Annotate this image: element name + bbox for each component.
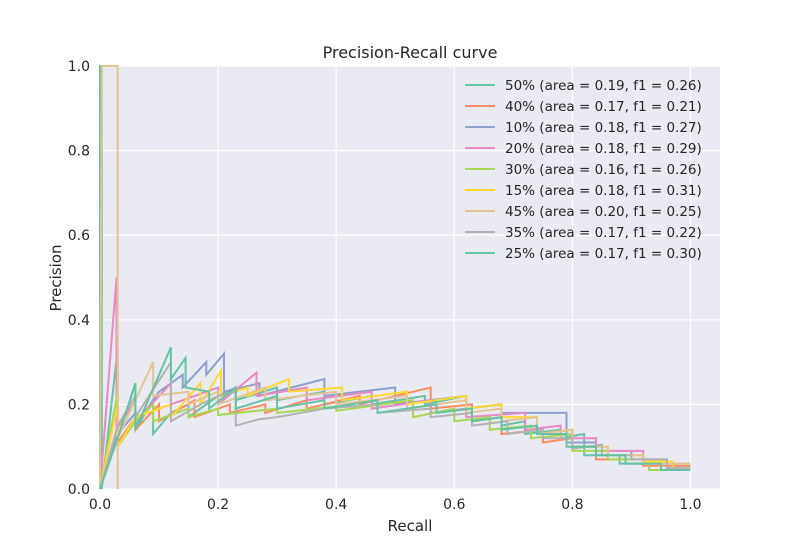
y-tick-label: 0.0 [68,482,90,498]
curves-group [99,65,691,490]
legend-label-1: 40% (area = 0.17, f1 = 0.21) [505,99,702,115]
series-line-7 [99,358,691,490]
plot-area [100,66,720,489]
legend-label-8: 25% (area = 0.17, f1 = 0.30) [505,246,702,262]
legend-label-4: 30% (area = 0.16, f1 = 0.26) [505,162,702,178]
x-tick-labels: 0.0 0.2 0.4 0.6 0.8 1.0 [89,497,702,513]
x-tick-label: 0.4 [325,497,347,513]
y-tick-label: 0.2 [68,397,90,413]
legend-label-0: 50% (area = 0.19, f1 = 0.26) [505,78,702,94]
chart-title: Precision-Recall curve [323,43,498,62]
x-tick-label: 0.8 [561,497,583,513]
legend-label-2: 10% (area = 0.18, f1 = 0.27) [505,120,702,136]
x-tick-label: 1.0 [679,497,701,513]
x-tick-label: 0.6 [443,497,465,513]
x-axis-label: Recall [388,517,433,535]
legend-label-3: 20% (area = 0.18, f1 = 0.29) [505,141,702,157]
y-tick-labels: 0.0 0.2 0.4 0.6 0.8 1.0 [68,59,90,498]
legend-label-6: 45% (area = 0.20, f1 = 0.25) [505,204,702,220]
grid-lines [99,65,720,490]
y-tick-label: 0.6 [68,228,90,244]
y-tick-label: 0.4 [68,313,90,329]
x-tick-label: 0.0 [89,497,111,513]
y-tick-label: 0.8 [68,144,90,160]
legend: 50% (area = 0.19, f1 = 0.26) 40% (area = … [465,78,702,262]
legend-label-7: 35% (area = 0.17, f1 = 0.22) [505,225,702,241]
series-line-4 [99,391,691,490]
series-line-8 [99,346,691,490]
legend-label-5: 15% (area = 0.18, f1 = 0.31) [505,183,702,199]
x-tick-label: 0.2 [207,497,229,513]
y-axis-label: Precision [47,245,65,312]
y-tick-label: 1.0 [68,59,90,75]
